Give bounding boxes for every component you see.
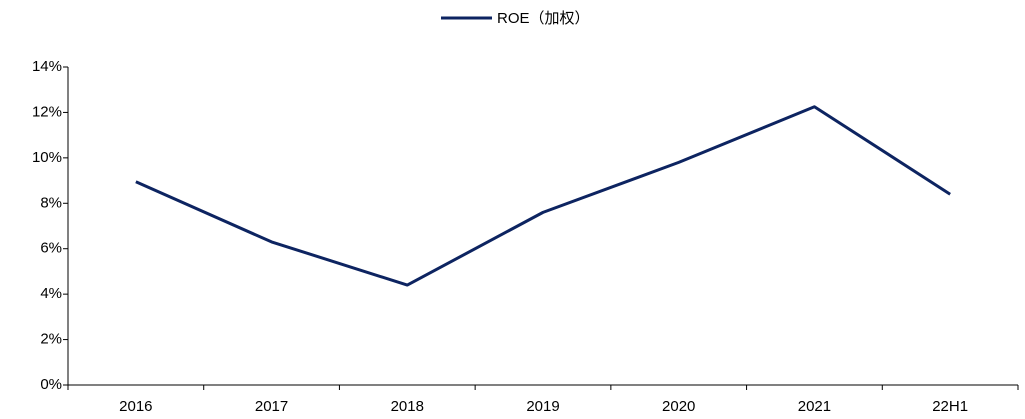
x-tick-label: 22H1: [932, 398, 968, 415]
y-tick-label: 10%: [32, 149, 62, 166]
x-tick-label: 2018: [391, 398, 424, 415]
line-series: [135, 105, 951, 287]
y-tick-label: 0%: [40, 376, 62, 393]
legend-label: ROE（加权）: [497, 10, 590, 27]
y-tick-label: 4%: [40, 285, 62, 302]
y-tick-label: 8%: [40, 194, 62, 211]
x-tick-label: 2019: [526, 398, 559, 415]
y-tick-label: 6%: [40, 240, 62, 257]
y-tick-label: 12%: [32, 103, 62, 120]
x-tick-label: 2020: [662, 398, 695, 415]
x-tick-label: 2017: [255, 398, 288, 415]
y-tick-label: 14%: [32, 58, 62, 75]
y-tick-label: 2%: [40, 331, 62, 348]
x-tick-label: 2021: [798, 398, 831, 415]
x-tick-label: 2016: [119, 398, 152, 415]
